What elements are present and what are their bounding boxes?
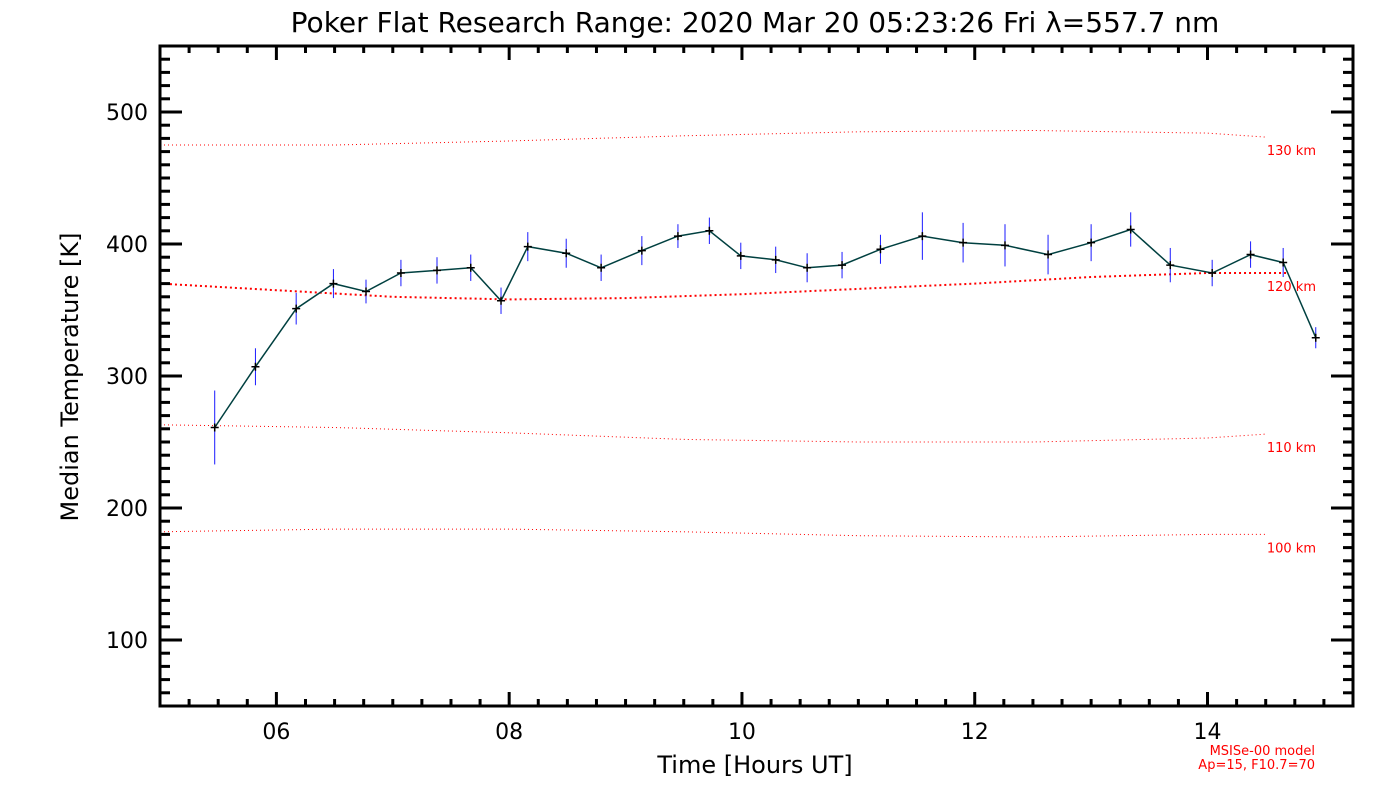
y-tick-label: 300 bbox=[106, 365, 148, 390]
data-point bbox=[292, 304, 301, 313]
data-point bbox=[1087, 238, 1096, 247]
data-point bbox=[1166, 261, 1175, 270]
data-point bbox=[433, 266, 442, 275]
data-point bbox=[1208, 269, 1217, 278]
data-point bbox=[1311, 333, 1320, 342]
model-curve-label: 100 km bbox=[1267, 541, 1316, 556]
x-tick-label: 14 bbox=[1194, 720, 1222, 745]
data-point bbox=[1000, 241, 1009, 250]
data-point bbox=[959, 238, 968, 247]
model-curves: 130 km 120 km 110 km 100 km bbox=[159, 129, 1316, 556]
data-point bbox=[1126, 225, 1135, 234]
x-tick-label: 06 bbox=[262, 720, 290, 745]
y-tick-label: 100 bbox=[106, 629, 148, 654]
plot-frame bbox=[158, 44, 1355, 708]
chart-title: Poker Flat Research Range: 2020 Mar 20 0… bbox=[291, 6, 1220, 39]
model-note-line-2: Ap=15, F10.7=70 bbox=[1198, 758, 1315, 773]
model-note-line-1: MSISe-00 model bbox=[1210, 744, 1315, 759]
model-curve bbox=[159, 424, 1266, 443]
axes: 06 08 10 12 14 100 200 300 400 500 bbox=[106, 44, 1355, 745]
data-point bbox=[396, 269, 405, 278]
y-tick-label: 200 bbox=[106, 497, 148, 522]
data-point bbox=[251, 362, 260, 371]
data-point bbox=[705, 226, 714, 235]
data-point bbox=[736, 251, 745, 260]
x-tick-label: 12 bbox=[961, 720, 989, 745]
x-axis-label: Time [Hours UT] bbox=[656, 751, 852, 779]
data-point bbox=[497, 296, 506, 305]
model-curve bbox=[159, 528, 1266, 538]
data-point bbox=[918, 232, 927, 241]
data-point bbox=[673, 232, 682, 241]
data-point bbox=[876, 245, 885, 254]
model-curve-label: 120 km bbox=[1267, 280, 1316, 295]
model-curve bbox=[160, 129, 1266, 146]
y-tick-label: 400 bbox=[106, 233, 148, 258]
data-point bbox=[466, 263, 475, 272]
data-point bbox=[771, 255, 780, 264]
data-point bbox=[210, 423, 219, 432]
x-tick-label: 08 bbox=[495, 720, 523, 745]
y-tick-label: 500 bbox=[106, 101, 148, 126]
model-curve-label: 110 km bbox=[1267, 441, 1316, 456]
y-axis-label: Median Temperature [K] bbox=[56, 232, 84, 521]
data-point bbox=[1279, 258, 1288, 267]
data-point bbox=[1246, 250, 1255, 259]
data-point bbox=[562, 249, 571, 258]
data-series bbox=[210, 212, 1320, 465]
data-point bbox=[597, 263, 606, 272]
data-point bbox=[803, 263, 812, 272]
data-point bbox=[637, 246, 646, 255]
series-line bbox=[214, 228, 1317, 428]
data-point bbox=[838, 261, 847, 270]
data-point bbox=[329, 279, 338, 288]
data-point bbox=[362, 287, 371, 296]
x-tick-label: 10 bbox=[728, 720, 756, 745]
data-point bbox=[523, 242, 532, 251]
model-curve bbox=[159, 272, 1289, 301]
data-point bbox=[1044, 250, 1053, 259]
model-curve-label: 130 km bbox=[1267, 144, 1316, 159]
